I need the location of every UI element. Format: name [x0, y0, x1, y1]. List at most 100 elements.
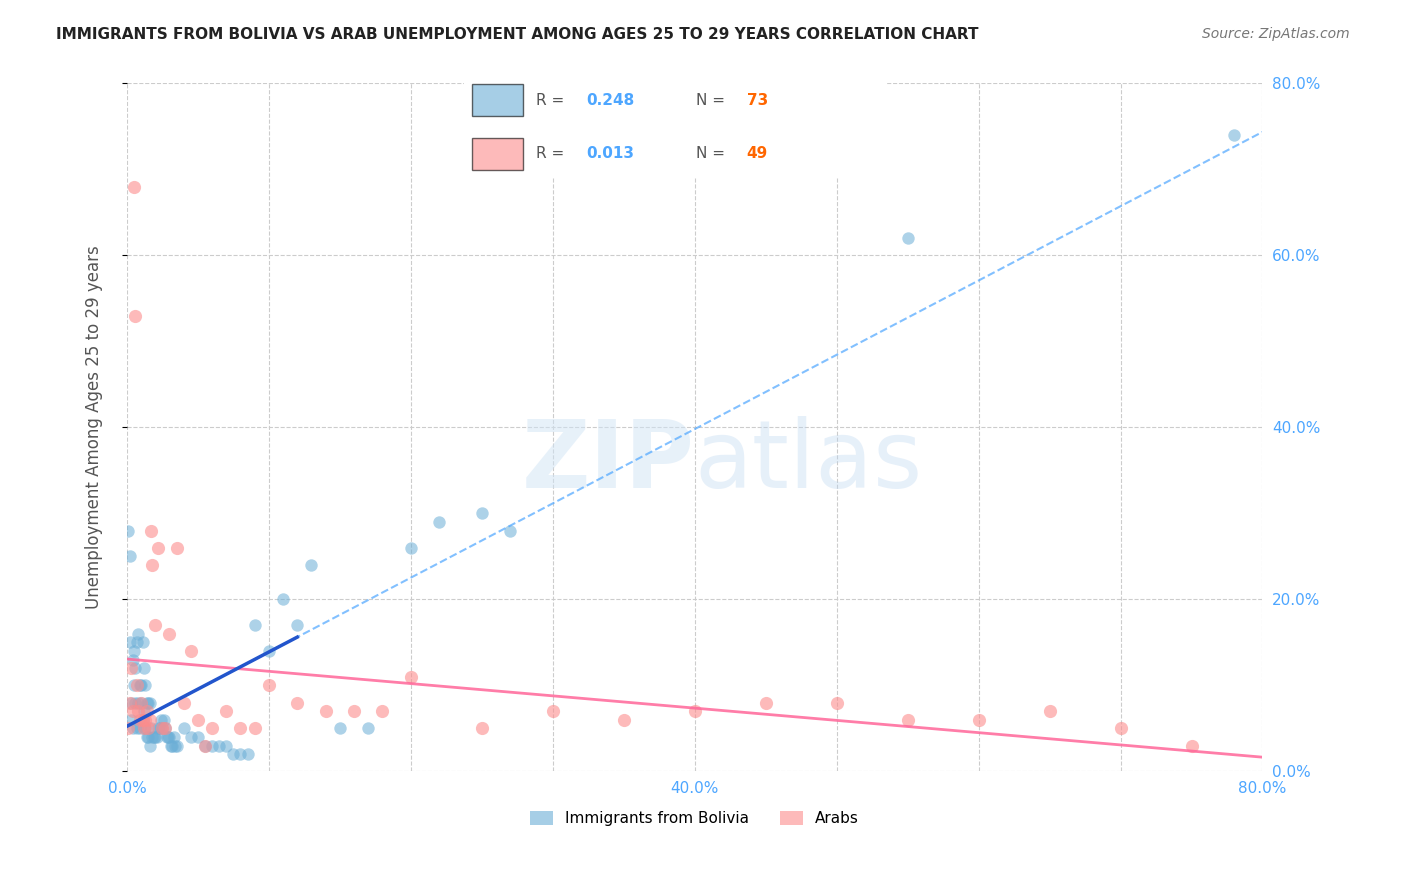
Text: 49: 49: [747, 146, 768, 161]
Point: [124, 661, 146, 675]
Point: [755, 696, 778, 710]
FancyBboxPatch shape: [456, 70, 894, 180]
Point: [121, 704, 143, 718]
Point: [153, 713, 176, 727]
Point: [243, 722, 266, 736]
Point: [194, 739, 217, 753]
Point: [127, 704, 149, 718]
Point: [160, 739, 183, 753]
Point: [399, 541, 422, 555]
Point: [208, 739, 231, 753]
Point: [131, 635, 153, 649]
Point: [141, 730, 163, 744]
Point: [285, 618, 308, 632]
Point: [124, 309, 146, 323]
Text: R =: R =: [536, 93, 569, 108]
Point: [229, 747, 252, 761]
Point: [145, 730, 167, 744]
Point: [157, 730, 180, 744]
Point: [118, 635, 141, 649]
Text: IMMIGRANTS FROM BOLIVIA VS ARAB UNEMPLOYMENT AMONG AGES 25 TO 29 YEARS CORRELATI: IMMIGRANTS FROM BOLIVIA VS ARAB UNEMPLOY…: [56, 27, 979, 42]
Point: [329, 722, 352, 736]
Point: [897, 231, 920, 245]
Point: [1223, 128, 1246, 142]
Point: [135, 704, 157, 718]
Point: [124, 696, 146, 710]
Point: [163, 730, 186, 744]
Point: [141, 558, 163, 572]
Point: [128, 713, 150, 727]
Point: [683, 704, 706, 718]
Point: [120, 696, 142, 710]
Point: [148, 722, 170, 736]
Point: [257, 644, 280, 658]
Point: [117, 524, 139, 538]
Text: 73: 73: [747, 93, 768, 108]
Text: ZIP: ZIP: [522, 416, 695, 508]
Point: [180, 730, 202, 744]
Point: [159, 730, 181, 744]
Point: [129, 696, 152, 710]
Point: [118, 549, 141, 564]
Point: [125, 722, 148, 736]
Point: [499, 524, 522, 538]
Point: [118, 696, 141, 710]
Point: [613, 713, 636, 727]
Point: [1038, 704, 1060, 718]
Point: [131, 713, 153, 727]
Point: [243, 618, 266, 632]
Point: [142, 730, 165, 744]
Point: [121, 722, 143, 736]
Point: [122, 644, 145, 658]
Point: [132, 722, 155, 736]
Point: [215, 704, 238, 718]
FancyBboxPatch shape: [472, 84, 523, 116]
Point: [138, 696, 160, 710]
Point: [357, 722, 380, 736]
Point: [139, 722, 162, 736]
Point: [162, 739, 184, 753]
Point: [125, 635, 148, 649]
Point: [155, 722, 177, 736]
Point: [135, 696, 157, 710]
Point: [194, 739, 217, 753]
Point: [897, 713, 920, 727]
Point: [132, 704, 155, 718]
Point: [215, 739, 238, 753]
Point: [121, 652, 143, 666]
Point: [471, 507, 494, 521]
Text: N =: N =: [696, 146, 730, 161]
Point: [1109, 722, 1132, 736]
Point: [131, 713, 153, 727]
Point: [136, 696, 159, 710]
Point: [165, 739, 187, 753]
Point: [173, 722, 195, 736]
Point: [128, 722, 150, 736]
Point: [122, 678, 145, 692]
Point: [166, 541, 188, 555]
Point: [138, 739, 160, 753]
Point: [180, 644, 202, 658]
Point: [117, 722, 139, 736]
Point: [201, 722, 224, 736]
Text: 0.248: 0.248: [586, 93, 634, 108]
Point: [343, 704, 366, 718]
Point: [166, 739, 188, 753]
Point: [122, 179, 145, 194]
FancyBboxPatch shape: [472, 137, 523, 169]
Point: [134, 722, 156, 736]
Point: [159, 627, 181, 641]
Point: [135, 730, 157, 744]
Point: [257, 678, 280, 692]
Point: [128, 678, 150, 692]
Point: [127, 696, 149, 710]
Point: [471, 722, 494, 736]
Point: [1180, 739, 1202, 753]
Point: [134, 678, 156, 692]
Point: [285, 696, 308, 710]
Point: [825, 696, 848, 710]
Text: R =: R =: [536, 146, 569, 161]
Point: [427, 515, 450, 529]
Text: Source: ZipAtlas.com: Source: ZipAtlas.com: [1202, 27, 1350, 41]
Point: [155, 722, 177, 736]
